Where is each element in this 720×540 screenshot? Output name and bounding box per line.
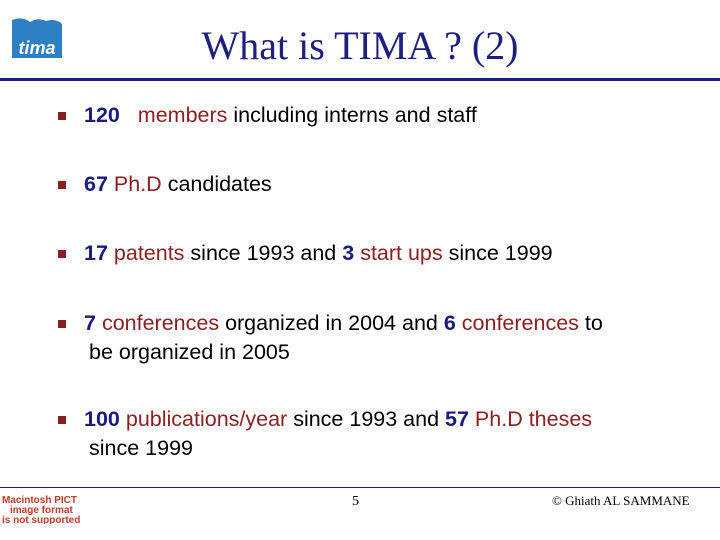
pict-placeholder-image: Macintosh PICT image format is not suppo… bbox=[2, 495, 80, 524]
bullet-square-icon bbox=[58, 181, 66, 189]
bullet-square-icon bbox=[58, 112, 66, 120]
slide-title: What is TIMA ? (2) bbox=[201, 23, 519, 68]
bullet-square-icon bbox=[58, 320, 66, 328]
pict-line-2: image format bbox=[10, 505, 73, 516]
copyright-text: © Ghiath AL SAMMANE bbox=[552, 493, 690, 508]
bullet-publications: 100 publications/year since 1993 and 57 … bbox=[58, 405, 592, 463]
bullet-members: 120 members including interns and staff bbox=[58, 101, 477, 130]
title-divider bbox=[0, 78, 720, 81]
page-number: 5 bbox=[352, 494, 359, 509]
footer-divider bbox=[0, 487, 720, 488]
logo-text: tima bbox=[18, 38, 55, 58]
bullet-phd: 67 Ph.D candidates bbox=[58, 170, 272, 199]
tima-logo: tima bbox=[8, 14, 66, 64]
pict-line-3: is not supported bbox=[2, 515, 80, 524]
pict-line-1: Macintosh PICT bbox=[2, 495, 77, 506]
bullet-conferences: 7 conferences organized in 2004 and 6 co… bbox=[58, 309, 603, 367]
bullet-patents: 17 patents since 1993 and 3 start ups si… bbox=[58, 239, 553, 268]
bullet-square-icon bbox=[58, 416, 66, 424]
bullet-square-icon bbox=[58, 250, 66, 258]
